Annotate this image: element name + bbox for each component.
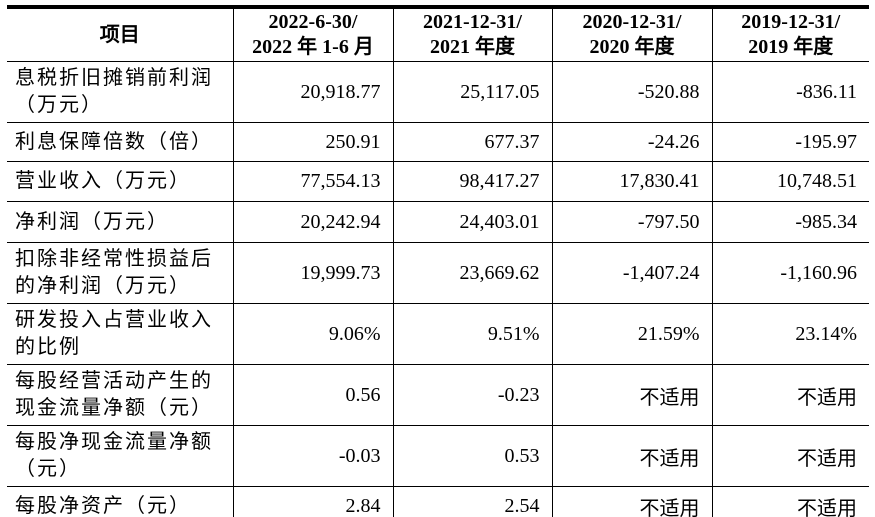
value-cell: 不适用 [551,425,712,487]
value-cell: -985.34 [711,201,869,243]
value-cell: -0.23 [392,364,552,426]
table-row-ebitda: 息税折旧摊销前利润 （万元） 20,918.77 25,117.05 -520.… [7,61,869,123]
row-label: 每股净现金流量净额 （元） [7,425,233,487]
row-label: 扣除非经常性损益后 的净利润（万元） [7,242,233,304]
value-cell: 9.51% [392,303,552,365]
value-cell: 250.91 [232,122,393,162]
value-cell: 10,748.51 [711,161,869,202]
value-cell: 25,117.05 [392,61,552,123]
value-cell: 20,918.77 [232,61,393,123]
value-cell: 24,403.01 [392,201,552,243]
value-cell: 2.54 [392,486,552,517]
table-row-revenue: 营业收入（万元） 77,554.13 98,417.27 17,830.41 1… [7,161,869,202]
value-cell: 9.06% [232,303,393,365]
row-label: 息税折旧摊销前利润 （万元） [7,61,233,123]
table-row-operating-cashflow-per-share: 每股经营活动产生的 现金流量净额（元） 0.56 -0.23 不适用 不适用 [7,364,869,426]
value-cell: -1,160.96 [711,242,869,304]
value-cell: 不适用 [711,486,869,517]
table-row-net-profit-excl-nonrecurring: 扣除非经常性损益后 的净利润（万元） 19,999.73 23,669.62 -… [7,242,869,304]
row-label: 营业收入（万元） [7,161,233,202]
value-cell: 23,669.62 [392,242,552,304]
value-cell: 不适用 [551,486,712,517]
value-cell: 21.59% [551,303,712,365]
row-label: 利息保障倍数（倍） [7,122,233,162]
value-cell: -520.88 [551,61,712,123]
value-cell: 19,999.73 [232,242,393,304]
table-row-net-profit: 净利润（万元） 20,242.94 24,403.01 -797.50 -985… [7,201,869,243]
table-row-rd-ratio: 研发投入占营业收入 的比例 9.06% 9.51% 21.59% 23.14% [7,303,869,365]
value-cell: 2.84 [232,486,393,517]
value-cell: 不适用 [711,425,869,487]
value-cell: 98,417.27 [392,161,552,202]
value-cell: 0.56 [232,364,393,426]
value-cell: 23.14% [711,303,869,365]
table-row-net-cashflow-per-share: 每股净现金流量净额 （元） -0.03 0.53 不适用 不适用 [7,425,869,487]
table-header-row: 项目 2022-6-30/ 2022 年 1-6 月 2021-12-31/ 2… [7,9,869,62]
value-cell: 677.37 [392,122,552,162]
value-cell: -1,407.24 [551,242,712,304]
value-cell: -24.26 [551,122,712,162]
header-cell-period-2021: 2021-12-31/ 2021 年度 [392,9,552,62]
value-cell: 17,830.41 [551,161,712,202]
value-cell: 不适用 [551,364,712,426]
value-cell: -195.97 [711,122,869,162]
row-label: 研发投入占营业收入 的比例 [7,303,233,365]
row-label: 每股净资产（元） [15,494,191,517]
value-cell: 20,242.94 [232,201,393,243]
table-row-interest-coverage: 利息保障倍数（倍） 250.91 677.37 -24.26 -195.97 [7,122,869,162]
value-cell: 不适用 [711,364,869,426]
data-table: 项目 2022-6-30/ 2022 年 1-6 月 2021-12-31/ 2… [7,9,869,517]
value-cell: 0.53 [392,425,552,487]
value-cell: -0.03 [232,425,393,487]
row-label: 净利润（万元） [7,201,233,243]
header-cell-item: 项目 [7,9,233,62]
value-cell: -797.50 [551,201,712,243]
header-cell-period-2019: 2019-12-31/ 2019 年度 [711,9,869,62]
value-cell: 77,554.13 [232,161,393,202]
value-cell: -836.11 [711,61,869,123]
header-cell-period-2022: 2022-6-30/ 2022 年 1-6 月 [232,9,393,62]
table-row-net-assets-per-share: 每股净资产（元） 2.84 2.54 不适用 不适用 [7,486,869,517]
header-cell-period-2020: 2020-12-31/ 2020 年度 [551,9,712,62]
financial-indicators-table: 项目 2022-6-30/ 2022 年 1-6 月 2021-12-31/ 2… [7,5,869,517]
row-label: 每股经营活动产生的 现金流量净额（元） [7,364,233,426]
